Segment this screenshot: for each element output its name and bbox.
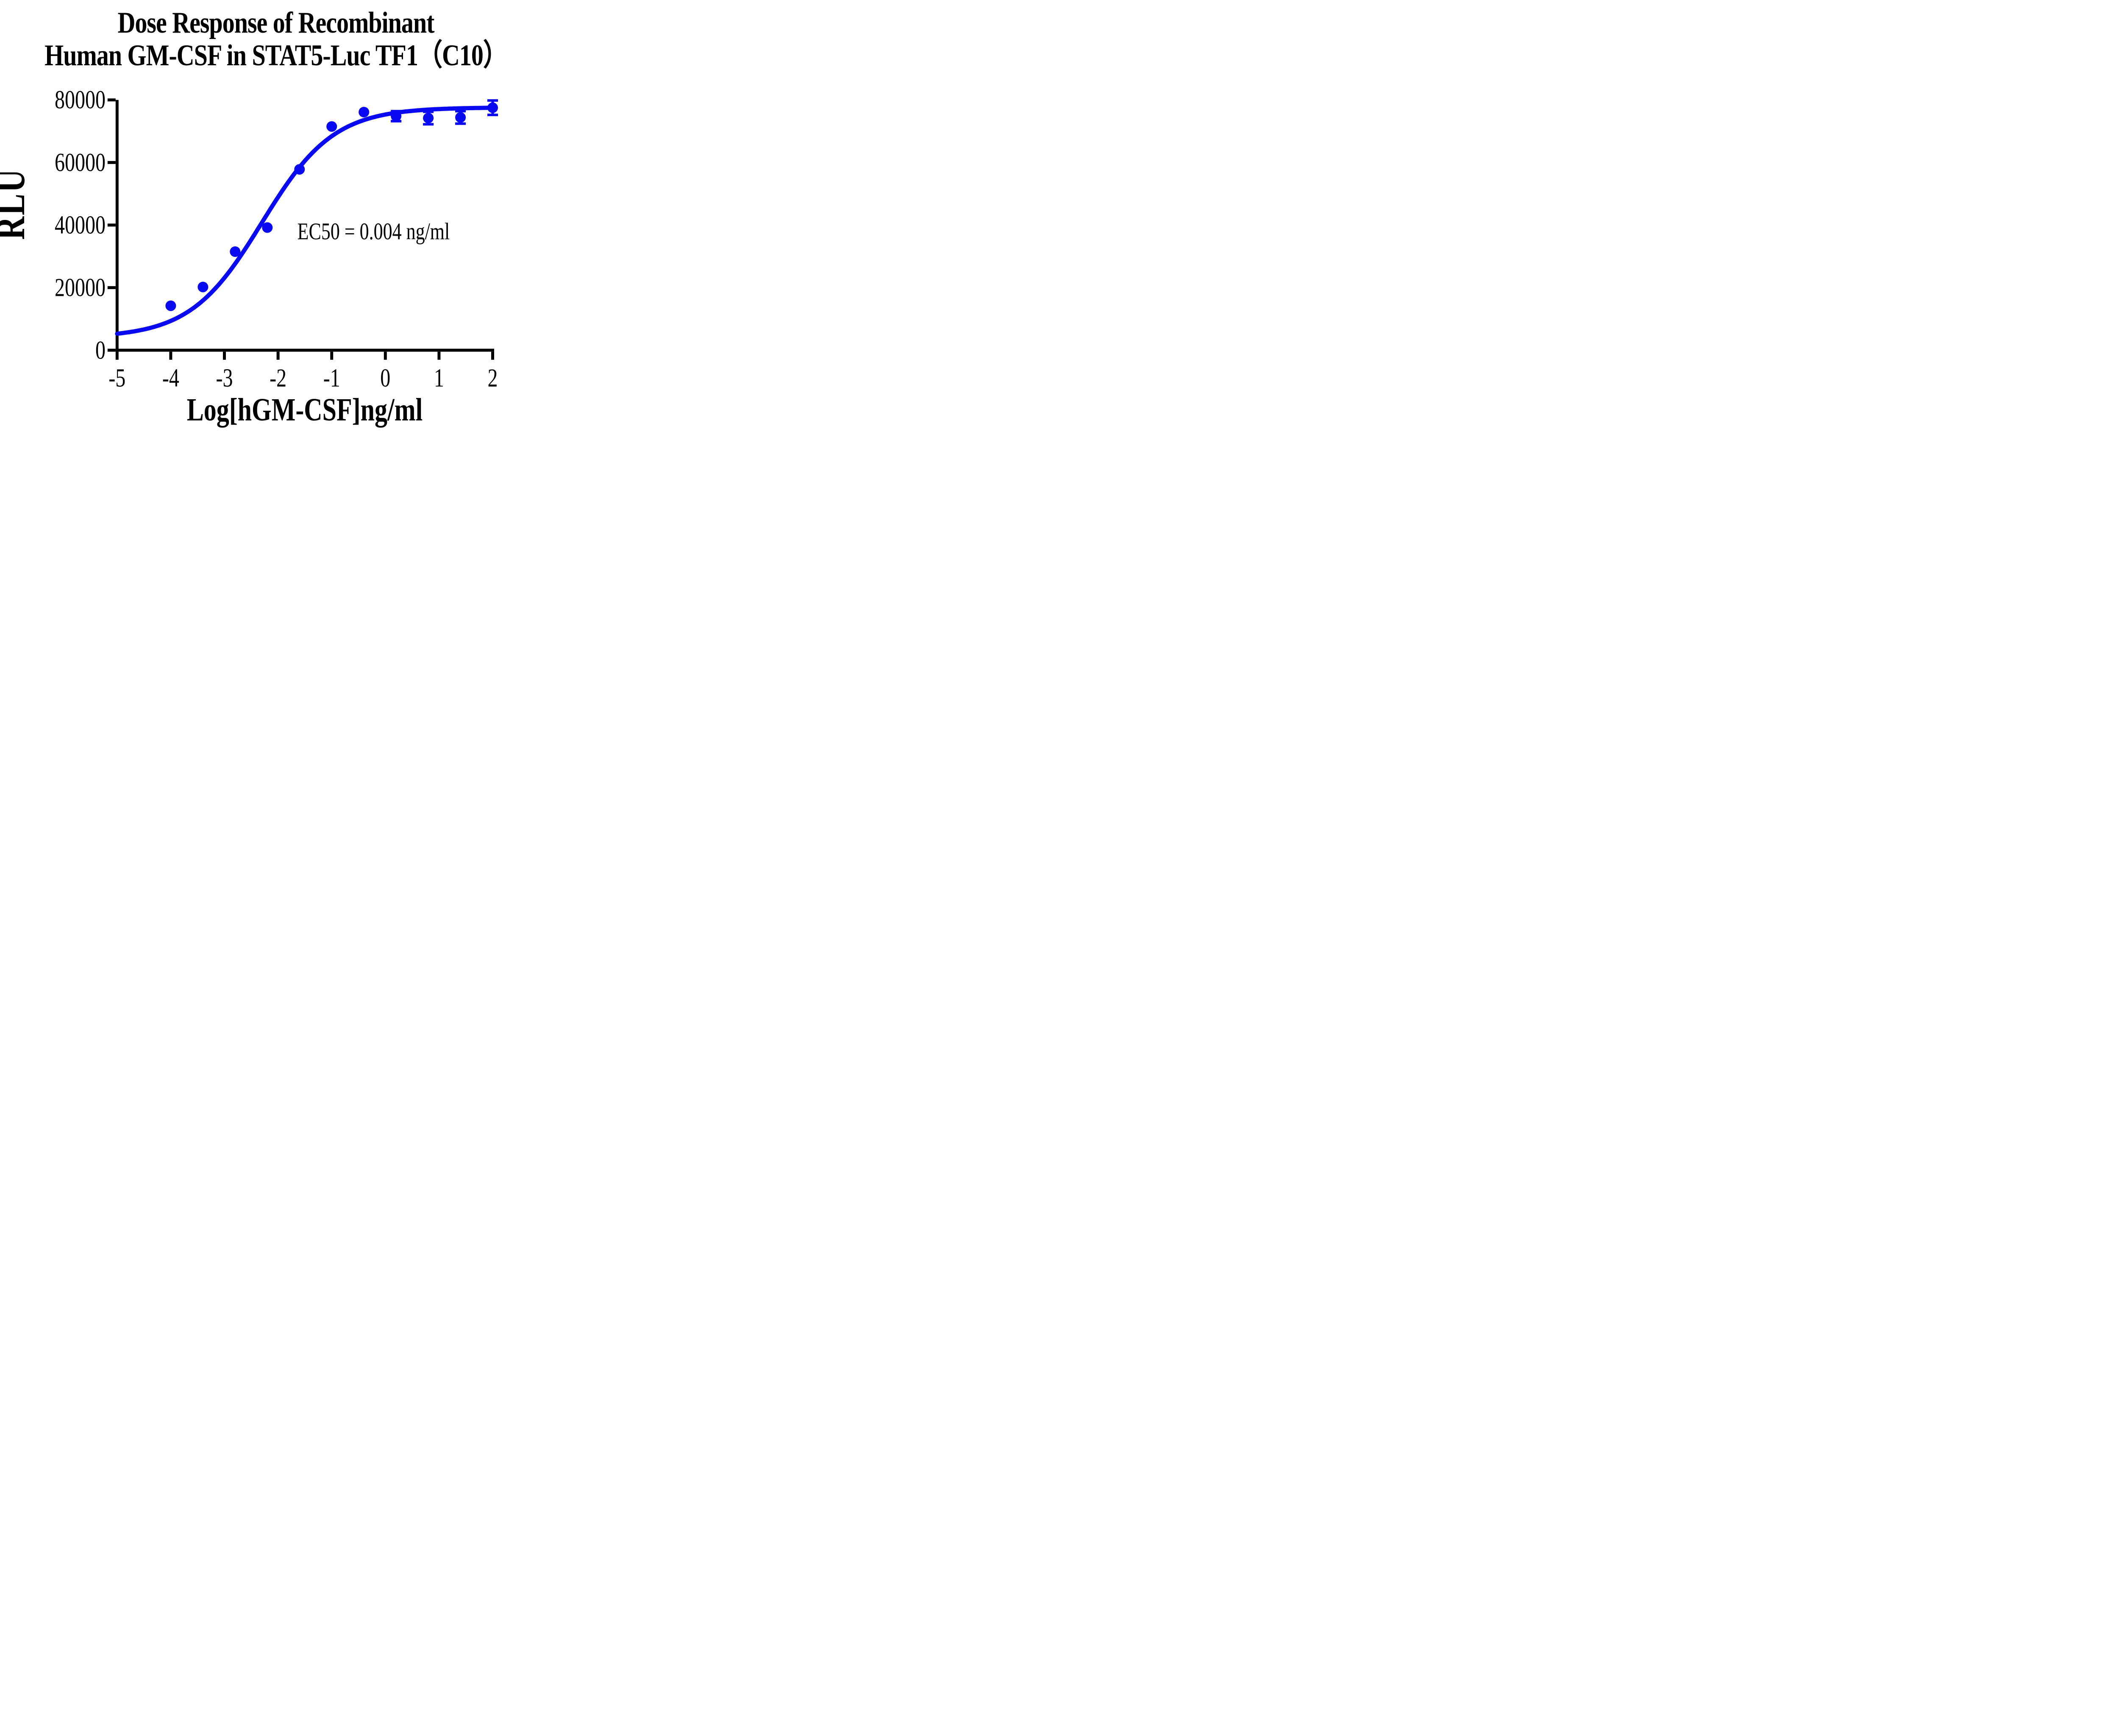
- y-tick-label: 40000: [55, 210, 106, 239]
- data-point: [487, 102, 498, 113]
- y-tick-label: 60000: [55, 148, 106, 177]
- data-point: [455, 112, 466, 123]
- data-point: [391, 111, 402, 122]
- chart-title-line2: Human GM-CSF in STAT5-Luc TF1（C10）: [44, 38, 508, 72]
- x-axis-title: Log[hGM-CSF]ng/ml: [187, 392, 423, 428]
- chart-title: Dose Response of Recombinant Human GM-CS…: [0, 6, 552, 72]
- x-tick-label: 2: [488, 363, 498, 392]
- y-tick-label: 80000: [55, 85, 106, 114]
- y-tick-label: 20000: [55, 273, 106, 302]
- ec50-annotation: EC50 = 0.004 ng/ml: [298, 218, 450, 244]
- fit-curve: [115, 106, 495, 336]
- chart-title-line1: Dose Response of Recombinant: [117, 6, 435, 39]
- chart-page: Dose Response of Recombinant Human GM-CS…: [0, 0, 552, 434]
- dose-response-plot: 0 20000 40000 60000 80000 -5 -4 -3 -2 -1 0 1 2 EC50 =…: [0, 85, 498, 428]
- data-point: [359, 106, 370, 117]
- data-point: [326, 121, 337, 132]
- data-point: [262, 222, 273, 233]
- x-tick-label: 0: [380, 363, 390, 392]
- x-tick-label: -3: [216, 363, 233, 392]
- x-tick-label: -5: [108, 363, 125, 392]
- x-tick-label: -2: [270, 363, 286, 392]
- y-tick-label: 0: [95, 336, 106, 364]
- y-axis-title: RLU: [0, 168, 33, 239]
- x-tick-label: -4: [162, 363, 179, 392]
- data-point: [294, 164, 305, 175]
- data-point: [165, 300, 176, 311]
- data-point: [230, 246, 241, 257]
- x-tick-label: 1: [434, 363, 444, 392]
- data-point: [197, 281, 209, 292]
- data-point: [423, 113, 434, 124]
- x-tick-label: -1: [323, 363, 340, 392]
